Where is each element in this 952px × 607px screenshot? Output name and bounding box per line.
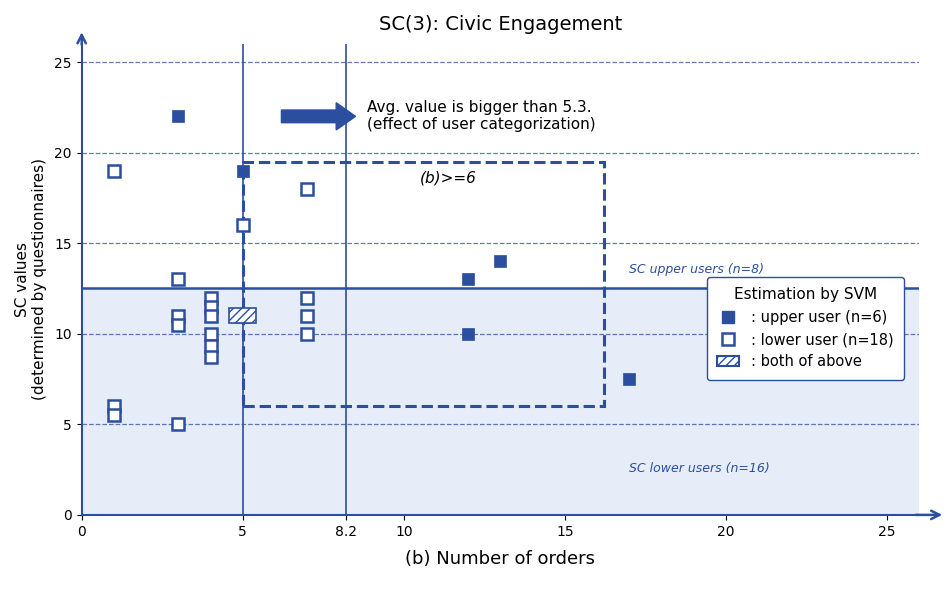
Bar	[243, 161, 603, 406]
Y-axis label: SC values
(determined by questionnaires): SC values (determined by questionnaires)	[15, 158, 48, 401]
Bar	[82, 288, 919, 515]
Text: SC lower users (n=16): SC lower users (n=16)	[628, 462, 769, 475]
Legend: : upper user (n=6), : lower user (n=18), : both of above: : upper user (n=6), : lower user (n=18),…	[706, 277, 902, 379]
Title: SC(3): Civic Engagement: SC(3): Civic Engagement	[379, 15, 622, 34]
Text: SC upper users (n=8): SC upper users (n=8)	[628, 263, 764, 276]
Text: (b)>=6: (b)>=6	[420, 171, 476, 186]
X-axis label: (b) Number of orders: (b) Number of orders	[405, 550, 595, 568]
FancyArrow shape	[281, 103, 355, 130]
Text: Avg. value is bigger than 5.3.
(effect of user categorization): Avg. value is bigger than 5.3. (effect o…	[367, 100, 595, 132]
Bar	[229, 308, 256, 323]
